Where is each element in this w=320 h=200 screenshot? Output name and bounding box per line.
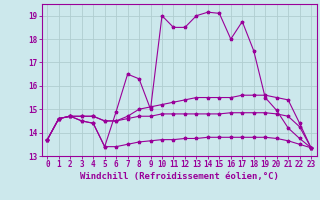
X-axis label: Windchill (Refroidissement éolien,°C): Windchill (Refroidissement éolien,°C)	[80, 172, 279, 181]
